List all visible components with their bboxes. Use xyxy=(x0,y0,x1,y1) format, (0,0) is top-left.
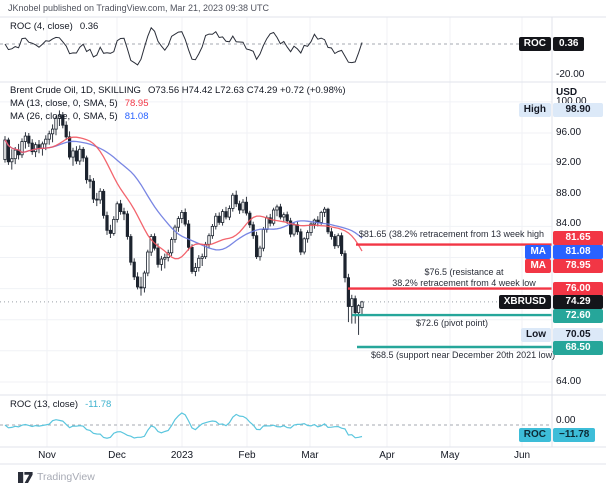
month-label-nov: Nov xyxy=(38,450,56,461)
month-label-dec: Dec xyxy=(108,450,126,461)
annotation-8165: $81.65 (38.2% retracement from 13 week h… xyxy=(358,229,544,239)
axis-badge-roc-top-label: ROC xyxy=(518,37,551,51)
ma26-legend-value: 81.08 xyxy=(124,111,149,122)
attribution-link[interactable]: JKnobel published on TradingView.com, Ma… xyxy=(8,3,269,13)
axis-badge-ma13-value: 78.95 xyxy=(553,259,603,273)
axis-tick-84.00: 84.00 xyxy=(556,218,582,229)
axis-tick-0.00: 0.00 xyxy=(556,415,576,426)
axis-tick-usd: USD xyxy=(556,87,578,98)
month-label-mar: Mar xyxy=(301,450,319,461)
axis-badge-low-label: Low xyxy=(521,328,551,342)
annotation-765: $76.5 (resistance at 38.2% retracement f… xyxy=(380,267,548,288)
ma26-legend: MA (26, close, 0, SMA, 5) 81.08 xyxy=(10,111,149,122)
tradingview-watermark[interactable]: TradingView xyxy=(18,471,95,483)
axis-badge-roc-bot-value: −11.78 xyxy=(553,428,596,442)
tradingview-watermark-label: TradingView xyxy=(37,471,95,483)
axis-tick-92.00: 92.00 xyxy=(556,157,582,168)
annotation-765-line2: 38.2% retracement from 4 week low xyxy=(392,277,536,288)
roc-top-legend: ROC (4, close) 0.36 xyxy=(10,21,98,32)
symbol-legend: Brent Crude Oil, 1D, SKILLING O73.56 H74.… xyxy=(10,85,346,96)
month-label-jun: Jun xyxy=(513,450,531,461)
roc-top-legend-value: 0.36 xyxy=(79,21,99,32)
month-label-may: May xyxy=(440,450,460,461)
axis-badge-low-value: 70.05 xyxy=(553,328,603,342)
axis-badge-t726-value: 72.60 xyxy=(553,309,603,323)
roc-bottom-legend-value: -11.78 xyxy=(85,399,112,410)
axis-badge-high-value: 98.90 xyxy=(553,103,603,117)
axis-badge-symbol-label: XBRUSD xyxy=(498,295,551,309)
ma13-legend-label: MA (13, close, 0, SMA, 5) xyxy=(10,98,118,109)
axis-tick--20.00: -20.00 xyxy=(556,69,585,80)
ma26-legend-label: MA (26, close, 0, SMA, 5) xyxy=(10,111,118,122)
axis-tick-64.00: 64.00 xyxy=(556,376,582,387)
axis-badge-ma13-label: MA xyxy=(525,259,551,273)
axis-tick-100.00: 100.00 xyxy=(556,96,587,107)
axis-tick-96.00: 96.00 xyxy=(556,127,582,138)
tradingview-logo-icon xyxy=(18,471,33,483)
axis-badge-ma26-label: MA xyxy=(525,245,551,259)
axis-tick-88.00: 88.00 xyxy=(556,188,582,199)
roc-top-legend-title: ROC (4, close) xyxy=(10,21,73,32)
axis-badge-r76-value: 76.00 xyxy=(553,282,603,296)
axis-badge-symbol-value: 74.29 xyxy=(553,295,603,309)
axis-badge-r8165-value: 81.65 xyxy=(553,231,603,245)
axis-badge-roc-top-value: 0.36 xyxy=(553,37,585,51)
ma13-legend: MA (13, close, 0, SMA, 5) 78.95 xyxy=(10,98,149,109)
axis-badge-ma26-value: 81.08 xyxy=(553,245,603,259)
symbol-legend-title: Brent Crude Oil, 1D, SKILLING xyxy=(10,85,141,96)
month-label-feb: Feb xyxy=(238,450,256,461)
axis-badge-roc-bot-label: ROC xyxy=(518,428,551,442)
roc-bottom-legend-title: ROC (13, close) xyxy=(10,399,79,410)
annotation-726: $72.6 (pivot point) xyxy=(415,318,489,328)
month-label-2023: 2023 xyxy=(170,450,194,461)
axis-badge-t685-value: 68.50 xyxy=(553,341,603,355)
symbol-legend-ohlc: O73.56 H74.42 L72.63 C74.29 +0.72 (+0.98… xyxy=(147,85,346,96)
roc-bottom-legend: ROC (13, close) -11.78 xyxy=(10,399,111,410)
month-label-apr: Apr xyxy=(379,450,395,461)
annotation-765-line1: $76.5 (resistance at xyxy=(424,267,504,277)
axis-badge-high-label: High xyxy=(518,103,551,117)
annotation-685: $68.5 (support near December 20th 2021 l… xyxy=(371,350,556,360)
ma13-legend-value: 78.95 xyxy=(124,98,149,109)
